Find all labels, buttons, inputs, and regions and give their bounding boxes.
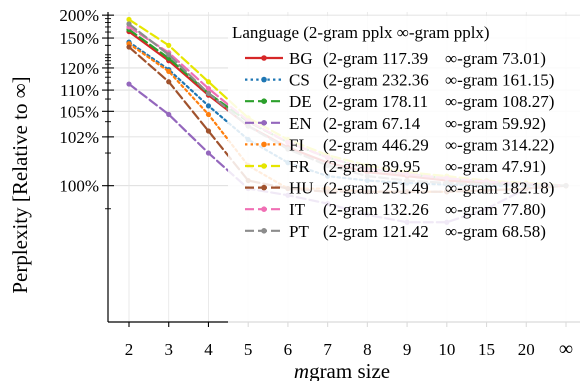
x-tick-label: 7: [323, 340, 332, 359]
data-point: [126, 81, 132, 87]
legend-pplx-inf: ∞-gram 314.22): [445, 135, 554, 154]
legend-title: Language (2-gram pplx ∞-gram pplx): [232, 23, 490, 42]
data-point: [205, 79, 212, 85]
data-point: [166, 42, 172, 48]
data-point: [166, 79, 172, 85]
legend-swatch-marker: [261, 163, 267, 169]
legend-name: BG: [289, 49, 313, 68]
x-tick-label: 6: [284, 340, 293, 359]
data-point: [126, 21, 132, 27]
x-tick-label: ∞: [559, 338, 573, 360]
legend-pplx-inf: ∞-gram 108.27): [445, 92, 554, 111]
x-tick-label: 15: [478, 340, 495, 359]
data-point: [205, 128, 212, 134]
legend-pplx-inf: ∞-gram 73.01): [445, 49, 546, 68]
legend-swatch-marker: [261, 141, 267, 148]
x-tick-label: 2: [125, 340, 134, 359]
data-point: [166, 68, 172, 74]
x-axis-label: mgram size: [294, 359, 390, 381]
x-axis-label-italic: m: [294, 359, 309, 381]
data-point: [126, 44, 132, 50]
legend-name: CS: [289, 71, 310, 90]
x-tick-label: 3: [164, 340, 173, 359]
legend-entry-de: DE (2-gram 178.11 ∞-gram 108.27): [245, 92, 554, 111]
legend-name: DE: [289, 92, 312, 111]
legend-entry-bg: BG (2-gram 117.39 ∞-gram 73.01): [245, 49, 546, 68]
legend-entry-it: IT (2-gram 132.26 ∞-gram 77.80): [245, 200, 546, 219]
legend-pplx-2gram: (2-gram 132.26: [323, 200, 429, 219]
data-point: [205, 150, 212, 156]
x-tick-label: 10: [438, 340, 455, 359]
legend-pplx-inf: ∞-gram 68.58): [445, 222, 546, 241]
legend-name: EN: [289, 114, 312, 133]
data-point: [166, 111, 172, 118]
legend-pplx-2gram: (2-gram 67.14: [323, 114, 421, 133]
x-tick-label: 8: [363, 340, 372, 359]
x-tick-label: 9: [403, 340, 412, 359]
legend-name: FR: [289, 157, 310, 176]
data-point: [205, 90, 212, 96]
legend-entry-en: EN (2-gram 67.14 ∞-gram 59.92): [245, 114, 546, 133]
data-point: [205, 111, 212, 118]
legend-swatch-marker: [261, 206, 267, 212]
legend-swatch-marker: [261, 55, 267, 61]
y-tick-label: 100%: [59, 177, 99, 196]
y-tick-label: 120%: [59, 59, 99, 78]
legend-pplx-2gram: (2-gram 446.29: [323, 135, 429, 154]
legend-swatch-marker: [261, 228, 267, 234]
y-tick-label: 105%: [59, 102, 99, 121]
data-point: [166, 52, 172, 58]
legend-entry-cs: CS (2-gram 232.36 ∞-gram 161.15): [245, 71, 554, 90]
legend-pplx-2gram: (2-gram 178.11: [323, 92, 428, 111]
legend-swatch-marker: [261, 120, 267, 126]
axes: 200% 150% 120% 110% 105% 102% 100% 2 3 4 5 6 7 8 9 10 15…: [59, 6, 580, 360]
legend-pplx-inf: ∞-gram 59.92): [445, 114, 546, 133]
legend-pplx-inf: ∞-gram 77.80): [445, 200, 546, 219]
x-axis-label-rest: gram size: [309, 359, 390, 381]
legend-entry-fi: FI (2-gram 446.29 ∞-gram 314.22): [245, 135, 554, 154]
legend-swatch-marker: [261, 98, 267, 104]
legend-pplx-2gram: (2-gram 251.49: [323, 179, 429, 198]
x-tick-label: 5: [244, 340, 253, 359]
legend-pplx-2gram: (2-gram 232.36: [323, 71, 429, 90]
legend-pplx-2gram: (2-gram 121.42: [323, 222, 429, 241]
legend-entry-fr: FR (2-gram 89.95 ∞-gram 47.91): [245, 157, 546, 176]
legend-swatch-marker: [261, 76, 267, 83]
legend-entry-hu: HU (2-gram 251.49 ∞-gram 182.18): [245, 179, 554, 198]
legend-pplx-2gram: (2-gram 89.95: [323, 157, 420, 176]
legend-swatch-marker: [261, 184, 267, 191]
legend-pplx-2gram: (2-gram 117.39: [323, 49, 428, 68]
legend-pplx-inf: ∞-gram 161.15): [445, 71, 554, 90]
data-point: [205, 103, 212, 109]
legend-name: HU: [289, 179, 314, 198]
legend-name: PT: [289, 222, 309, 241]
x-tick-label: 20: [518, 340, 535, 359]
y-tick-label: 200%: [59, 6, 99, 25]
data-point: [205, 85, 212, 92]
legend-background: [228, 16, 582, 334]
y-tick-label: 150%: [59, 29, 99, 48]
legend-name: IT: [289, 200, 306, 219]
legend-pplx-inf: ∞-gram 47.91): [445, 157, 546, 176]
legend-name: FI: [289, 135, 304, 154]
legend-pplx-inf: ∞-gram 182.18): [445, 179, 554, 198]
y-axis-label: Perplexity [Relative to ∞]: [8, 76, 32, 293]
x-tick-label: 4: [204, 340, 213, 359]
legend: Language (2-gram pplx ∞-gram pplx) BG (2-g…: [228, 16, 582, 334]
legend-entry-pt: PT (2-gram 121.42 ∞-gram 68.58): [245, 222, 546, 241]
y-tick-label: 110%: [60, 81, 99, 100]
data-point: [126, 16, 132, 23]
y-tick-label: 102%: [59, 128, 99, 147]
